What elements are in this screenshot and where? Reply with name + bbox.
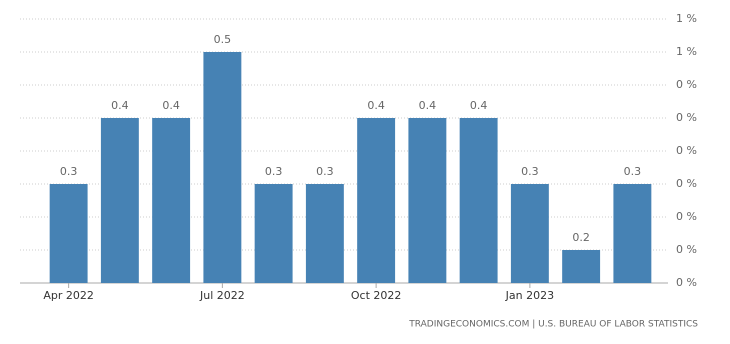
x-tick-label: Jul 2022 bbox=[199, 289, 245, 302]
y-tick-label: 0 % bbox=[676, 177, 697, 190]
bar bbox=[305, 184, 344, 283]
bar bbox=[510, 184, 549, 283]
bar bbox=[408, 118, 447, 283]
y-tick-label: 0 % bbox=[676, 144, 697, 157]
bar bbox=[100, 118, 139, 283]
bar bbox=[203, 52, 242, 283]
value-label: 0.2 bbox=[572, 231, 590, 244]
y-tick-label: 0 % bbox=[676, 210, 697, 223]
bar bbox=[613, 184, 652, 283]
y-tick-label: 1 % bbox=[676, 45, 697, 58]
bar bbox=[254, 184, 293, 283]
y-tick-label: 1 % bbox=[676, 12, 697, 25]
bar bbox=[152, 118, 191, 283]
value-label: 0.3 bbox=[624, 165, 642, 178]
bar bbox=[49, 184, 88, 283]
value-label: 0.4 bbox=[111, 99, 129, 112]
source: TRADINGECONOMICS.COM | U.S. BUREAU OF LA… bbox=[408, 320, 698, 330]
value-label: 0.4 bbox=[367, 99, 385, 112]
y-tick-label: 0 % bbox=[676, 243, 697, 256]
value-label: 0.3 bbox=[521, 165, 539, 178]
bar bbox=[357, 118, 396, 283]
y-tick-label: 0 % bbox=[676, 276, 697, 289]
x-tick-label: Jan 2023 bbox=[505, 289, 554, 302]
value-label: 0.4 bbox=[162, 99, 180, 112]
value-label: 0.4 bbox=[419, 99, 437, 112]
bar bbox=[562, 250, 601, 283]
y-tick-label: 0 % bbox=[676, 111, 697, 124]
value-label: 0.3 bbox=[265, 165, 283, 178]
bar bbox=[459, 118, 498, 283]
value-label: 0.3 bbox=[60, 165, 78, 178]
y-tick-label: 0 % bbox=[676, 78, 697, 91]
value-label: 0.4 bbox=[470, 99, 488, 112]
x-tick-label: Oct 2022 bbox=[351, 289, 402, 302]
x-tick-label: Apr 2022 bbox=[43, 289, 94, 302]
value-label: 0.3 bbox=[316, 165, 334, 178]
value-label: 0.5 bbox=[214, 33, 232, 46]
